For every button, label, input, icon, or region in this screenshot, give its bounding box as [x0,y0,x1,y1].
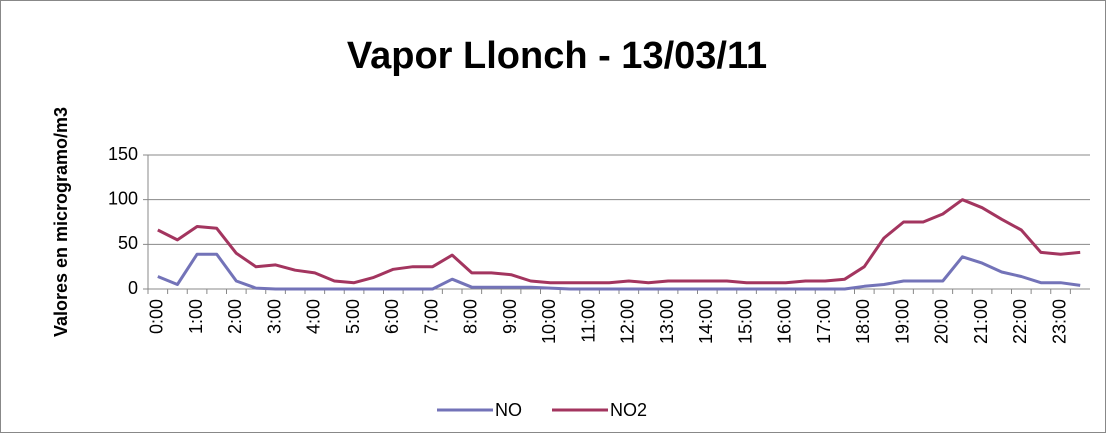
x-tick-label: 22:00 [1010,299,1030,344]
x-tick-label: 7:00 [421,299,441,334]
x-tick-label: 23:00 [1049,299,1069,344]
x-tick-label: 18:00 [853,299,873,344]
x-tick-label: 10:00 [539,299,559,344]
y-axis-title: Valores en microgramo/m3 [51,107,71,337]
x-tick-label: 12:00 [618,299,638,344]
y-tick-label: 100 [108,188,138,208]
series-line [157,198,1081,285]
legend-label: NO2 [610,400,647,420]
x-tick-label: 1:00 [186,299,206,334]
x-tick-label: 5:00 [343,299,363,334]
x-tick-label: 4:00 [304,299,324,334]
x-tick-label: 11:00 [578,299,598,343]
x-tick-label: 0:00 [147,299,167,334]
x-tick-label: 19:00 [892,299,912,344]
x-tick-label: 17:00 [814,299,834,344]
x-tick-label: 21:00 [971,299,991,344]
x-tick-label: 6:00 [382,299,402,334]
x-tick-label: 9:00 [500,299,520,334]
series-line [157,252,1081,291]
x-tick-label: 16:00 [775,299,795,344]
x-tick-label: 8:00 [461,299,481,334]
y-tick-label: 0 [128,278,138,298]
x-tick-label: 14:00 [696,299,716,344]
x-tick-label: 20:00 [932,299,952,344]
y-tick-label: 50 [118,233,138,253]
x-tick-label: 15:00 [735,299,755,344]
x-tick-label: 3:00 [264,299,284,334]
y-tick-label: 150 [108,144,138,164]
chart-title: Vapor Llonch - 13/03/11 [347,35,767,77]
legend-label: NO [495,400,522,420]
x-tick-label: 13:00 [657,299,677,344]
x-tick-label: 2:00 [225,299,245,334]
